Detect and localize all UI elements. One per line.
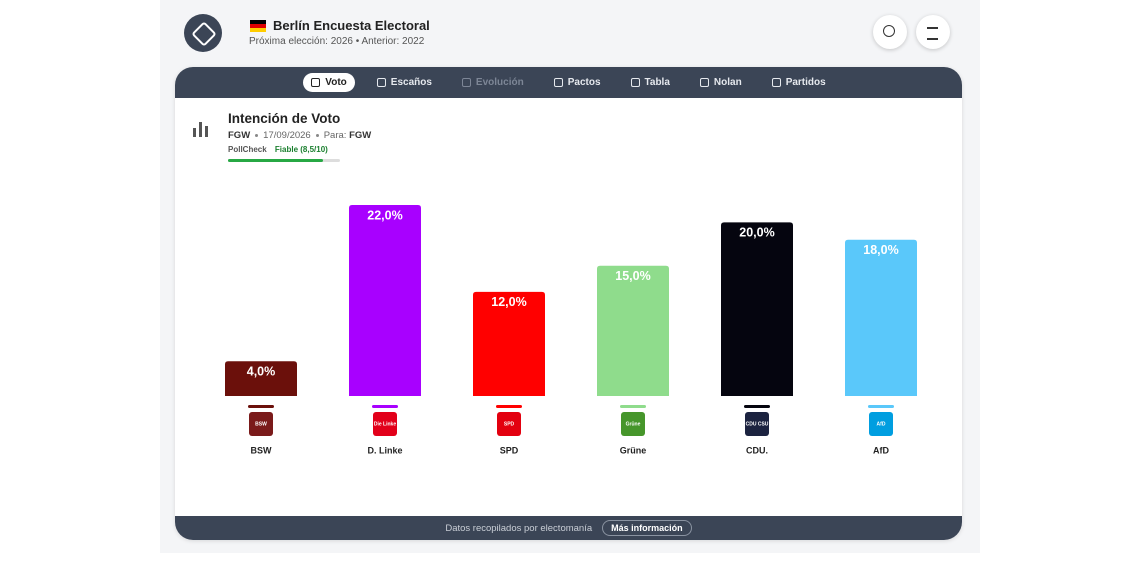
- value-label: 15,0%: [615, 269, 650, 283]
- party-logo: [249, 412, 273, 436]
- card: Voto Escaños Evolución Pactos Tabla Nolan Part…: [175, 67, 962, 540]
- card-title: Intención de Voto: [228, 111, 341, 126]
- party-logo: [497, 412, 521, 436]
- tab-label: Nolan: [713, 77, 742, 88]
- bar: [597, 265, 669, 396]
- value-label: 18,0%: [863, 243, 898, 257]
- tab-icon: [771, 78, 781, 87]
- color-swatch: [620, 405, 646, 408]
- tab-label: Pactos: [567, 77, 601, 88]
- value-label: 22,0%: [367, 208, 402, 222]
- more-info-link[interactable]: Más información: [602, 520, 692, 536]
- pollster: FGW: [228, 130, 251, 141]
- separator: [315, 133, 319, 137]
- app-subtitle: Próxima elección: 2026 • Anterior: 2022: [249, 36, 425, 47]
- color-swatch: [744, 405, 770, 408]
- color-swatch: [868, 405, 894, 408]
- pollcheck[interactable]: PollCheck Fiable (8,5/10): [228, 145, 328, 154]
- for-label: Para:: [323, 130, 347, 141]
- tab[interactable]: Escaños: [369, 73, 440, 92]
- tab-bar: Voto Escaños Evolución Pactos Tabla Nolan Part…: [175, 67, 962, 98]
- poll-meta: FGW 17/09/2026 Para: FGW: [228, 130, 371, 141]
- footer-text: Datos recopilados por electomanía: [445, 522, 593, 534]
- x-tick-label: AfD: [873, 445, 889, 455]
- party-logo-text: SPD: [504, 421, 515, 427]
- tab[interactable]: Evolución: [454, 73, 532, 92]
- color-swatch: [496, 405, 522, 408]
- logo-glyph: [191, 21, 217, 47]
- chart: 4,0% BSW BSW 22,0% Die Linke D. Linke 12,0% SPD…: [225, 205, 917, 455]
- commissioner: FGW: [349, 130, 372, 141]
- value-label: 12,0%: [491, 295, 526, 309]
- party-logo: [745, 412, 769, 436]
- tab-label: Partidos: [785, 77, 826, 88]
- footer: Datos recopilados por electomanía Más in…: [175, 516, 962, 540]
- tab[interactable]: Partidos: [764, 73, 834, 92]
- x-tick-label: SPD: [500, 445, 519, 455]
- translate-button[interactable]: [916, 15, 950, 49]
- tab-label: Tabla: [644, 77, 670, 88]
- pollcheck-label: PollCheck: [228, 145, 267, 154]
- tab[interactable]: Pactos: [546, 73, 609, 92]
- color-swatch: [372, 405, 398, 408]
- bar: [473, 291, 545, 396]
- x-tick-label: D. Linke: [367, 445, 402, 455]
- x-tick-label: BSW: [251, 445, 273, 455]
- party-logo-text: CDU CSU: [746, 421, 769, 427]
- party-logo: [373, 412, 397, 436]
- color-swatch: [248, 405, 274, 408]
- party-logo-text: AfD: [877, 421, 886, 427]
- tab-icon: [630, 78, 640, 87]
- tab-icon: [311, 78, 321, 87]
- bar: [721, 222, 793, 396]
- bar: [845, 239, 917, 396]
- flag: [250, 20, 266, 32]
- app-logo[interactable]: [184, 14, 222, 52]
- party-logo-text: Die Linke: [374, 421, 396, 427]
- tab-label: Escaños: [390, 77, 432, 88]
- party-logo-text: Grüne: [626, 421, 641, 427]
- tab-label: Voto: [325, 77, 347, 88]
- help-icon: [883, 25, 895, 37]
- party-logo: [621, 412, 645, 436]
- tab[interactable]: Tabla: [623, 73, 678, 92]
- x-tick-label: Grüne: [620, 445, 647, 455]
- tab[interactable]: Nolan: [692, 73, 750, 92]
- help-button[interactable]: [873, 15, 907, 49]
- value-label: 4,0%: [247, 365, 276, 379]
- translate-icon: [927, 27, 938, 40]
- pollcheck-rating: Fiable (8,5/10): [274, 145, 328, 154]
- chart-icon: [193, 121, 208, 137]
- bar: [225, 361, 297, 396]
- rating-fill: [228, 159, 324, 162]
- tab-icon: [553, 78, 563, 87]
- tab-icon: [376, 78, 386, 87]
- poll-date: 17/09/2026: [263, 130, 311, 141]
- app-title: Berlín Encuesta Electoral: [273, 18, 430, 33]
- tab-icon: [461, 78, 471, 87]
- party-logo-text: BSW: [255, 421, 267, 427]
- bar: [349, 205, 421, 396]
- tab-label: Evolución: [475, 77, 524, 88]
- tab-icon: [699, 78, 709, 87]
- value-label: 20,0%: [739, 226, 774, 240]
- party-logo: [869, 412, 893, 436]
- separator: [255, 133, 259, 137]
- tab[interactable]: Voto: [303, 73, 355, 92]
- x-tick-label: CDU.: [746, 445, 768, 455]
- rating-track: [228, 159, 340, 162]
